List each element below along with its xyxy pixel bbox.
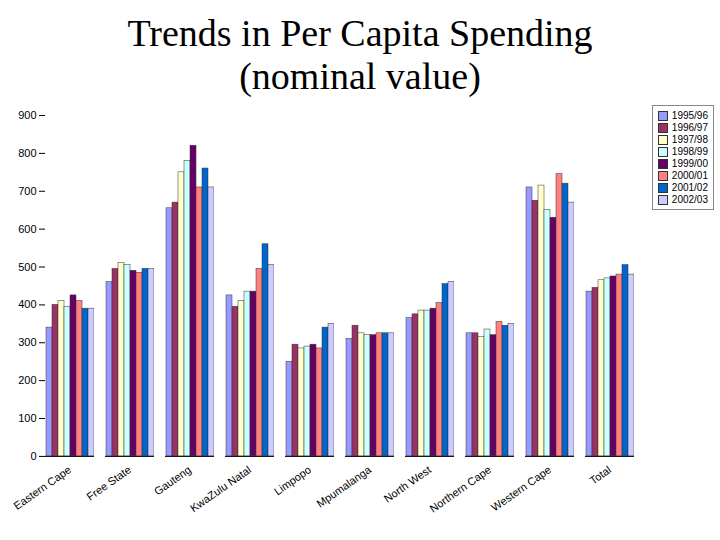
svg-text:Northern Cape: Northern Cape: [427, 463, 493, 514]
svg-text:700: 700: [18, 185, 36, 197]
svg-text:Mpumalanga: Mpumalanga: [314, 463, 374, 510]
html-text:2002/03: 2002/03: [671, 194, 708, 206]
svg-text:900: 900: [18, 109, 36, 121]
html-text:Trends in Per Capita Spending: Trends in Per Capita Spending (nominal v…: [127, 12, 593, 97]
svg-text:North West: North West: [381, 463, 433, 504]
html-text:2001/02: 2001/02: [671, 182, 708, 194]
html-text:1996/97: 1996/97: [671, 122, 708, 134]
svg-text:0: 0: [30, 450, 36, 462]
html-text:1998/99: 1998/99: [671, 146, 708, 158]
html-text:1997/98: 1997/98: [671, 134, 708, 146]
svg-text:KwaZulu Natal: KwaZulu Natal: [188, 463, 253, 514]
svg-text:Gauteng: Gauteng: [152, 463, 193, 497]
svg-text:Limpopo: Limpopo: [272, 463, 313, 497]
svg-text:400: 400: [18, 299, 36, 311]
svg-text:300: 300: [18, 336, 36, 348]
svg-text:Free State: Free State: [84, 463, 133, 502]
svg-text:Total: Total: [587, 463, 613, 486]
html-text:1999/00: 1999/00: [671, 158, 708, 170]
svg-text:200: 200: [18, 374, 36, 386]
html-text:1995/96: 1995/96: [671, 110, 708, 122]
svg-text:Eastern Cape: Eastern Cape: [11, 463, 73, 511]
svg-text:800: 800: [18, 147, 36, 159]
svg-text:500: 500: [18, 261, 36, 273]
svg-text:100: 100: [18, 412, 36, 424]
svg-text:600: 600: [18, 223, 36, 235]
svg-text:Western Cape: Western Cape: [489, 463, 553, 513]
html-text:2000/01: 2000/01: [671, 170, 708, 182]
